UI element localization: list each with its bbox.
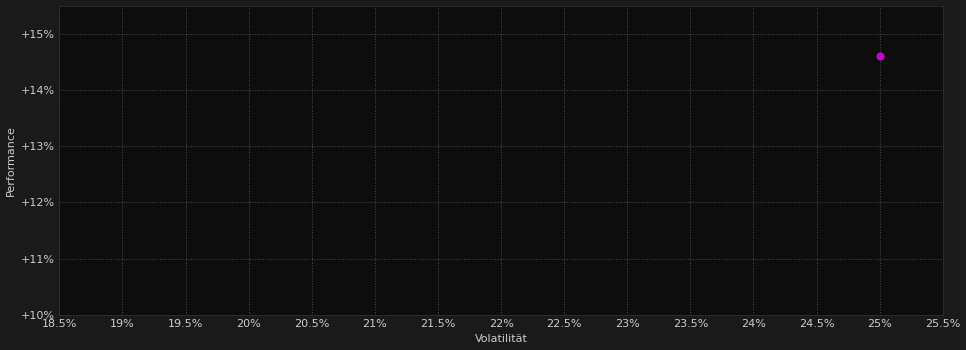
Point — [872, 53, 888, 59]
Y-axis label: Performance: Performance — [6, 125, 15, 196]
X-axis label: Volatilität: Volatilität — [474, 335, 527, 344]
